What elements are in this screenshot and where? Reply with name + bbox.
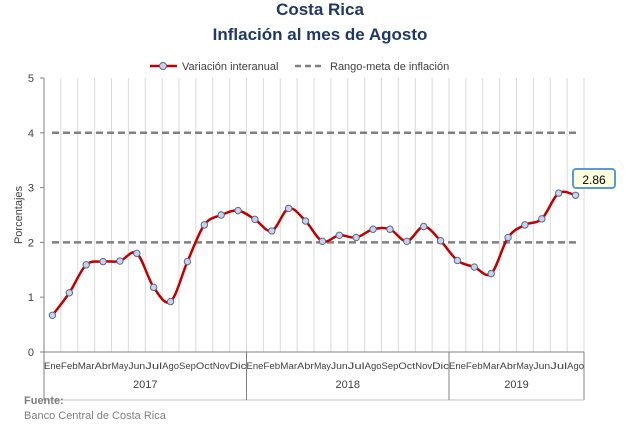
source-label: Fuente:: [24, 395, 64, 407]
x-tick-label: Ene: [247, 361, 264, 371]
data-point: [352, 233, 360, 242]
data-point: [504, 233, 512, 242]
x-tick-label: Sep: [382, 361, 399, 371]
data-point: [284, 204, 293, 213]
data-point: [166, 297, 175, 306]
data-point: [116, 257, 124, 265]
legend: Variación interanual Rango-meta de infla…: [150, 61, 449, 73]
x-tick-label: Ago: [567, 361, 584, 371]
y-tick-label: 4: [28, 128, 34, 140]
year-group-label: 2019: [504, 379, 528, 391]
data-point: [318, 237, 327, 246]
data-point: [436, 237, 445, 245]
x-tick-label: Mar: [78, 361, 95, 371]
data-point: [99, 257, 107, 266]
x-tick-label: Mar: [280, 361, 297, 371]
data-point: [217, 211, 225, 219]
x-tick-label: Jul: [348, 361, 365, 371]
x-tick-label: Abr: [95, 361, 112, 371]
x-tick-label: Mar: [483, 361, 500, 371]
x-tick-label: Nov: [415, 361, 432, 371]
latest-value-callout: 2.86: [572, 168, 616, 189]
x-tick-label: Ene: [449, 361, 466, 371]
chart-title: Inflación al mes de Agosto: [212, 25, 428, 44]
data-point: [419, 222, 428, 231]
x-tick-label: Dic: [432, 361, 449, 371]
x-tick-label: Feb: [466, 361, 483, 371]
data-point: [133, 249, 141, 258]
x-tick-label: May: [314, 361, 331, 371]
x-tick-label: Abr: [500, 361, 517, 371]
year-group-label: 2018: [336, 379, 360, 391]
series-layer: [48, 189, 580, 319]
data-point: [149, 283, 158, 292]
x-tick-label: Ene: [44, 361, 61, 371]
data-point: [200, 221, 209, 229]
data-point: [453, 256, 462, 265]
x-tick-label: Oct: [196, 361, 213, 371]
data-point: [82, 261, 90, 269]
data-point: [470, 263, 479, 271]
y-tick-label: 3: [28, 183, 34, 195]
data-point: [538, 215, 546, 223]
data-point: [369, 225, 377, 233]
data-point: [48, 311, 57, 319]
grid: [43, 78, 585, 352]
data-point: [268, 227, 276, 235]
data-point: [234, 206, 242, 215]
data-point: [65, 289, 74, 297]
x-tick-label: Ago: [365, 361, 382, 371]
legend-series-marker: [159, 62, 167, 70]
x-tick-label: Jul: [550, 361, 567, 371]
data-point: [251, 215, 259, 224]
chart-country-title: Costa Rica: [276, 0, 364, 19]
y-axis-title-group: Porcentajes: [13, 185, 25, 244]
data-point: [301, 217, 310, 225]
legend-series-label: Variación interanual: [182, 61, 278, 73]
source-text: Banco Central de Costa Rica: [24, 410, 166, 422]
x-tick-label: Sep: [179, 361, 196, 371]
x-tick-label: Jun: [533, 361, 550, 371]
x-tick-label: May: [517, 361, 534, 371]
data-point: [403, 237, 411, 246]
y-tick-label: 0: [28, 347, 34, 359]
data-point: [335, 231, 344, 239]
data-point: [554, 189, 563, 197]
data-point: [521, 221, 529, 229]
data-point: [386, 225, 394, 233]
y-tick-label: 2: [28, 237, 34, 249]
x-tick-label: May: [112, 361, 129, 371]
y-axis-title: Porcentajes: [13, 185, 25, 244]
x-tick-label: Abr: [297, 361, 314, 371]
x-tick-label: Jun: [331, 361, 348, 371]
y-tick-label: 5: [28, 73, 34, 85]
x-tick-label: Dic: [230, 361, 247, 371]
x-tick-label: Ago: [162, 361, 179, 371]
data-point: [571, 191, 580, 199]
data-point: [183, 257, 192, 266]
x-tick-label: Nov: [213, 361, 230, 371]
x-tick-label: Oct: [398, 361, 415, 371]
year-group-label: 2017: [133, 379, 157, 391]
y-tick-label: 1: [28, 292, 34, 304]
x-tick-label: Feb: [263, 361, 280, 371]
x-tick-label: Jul: [145, 361, 162, 371]
data-point: [487, 269, 495, 278]
x-tick-label: Feb: [61, 361, 78, 371]
legend-band-label: Rango-meta de inflación: [330, 61, 449, 73]
x-tick-label: Jun: [128, 361, 145, 371]
